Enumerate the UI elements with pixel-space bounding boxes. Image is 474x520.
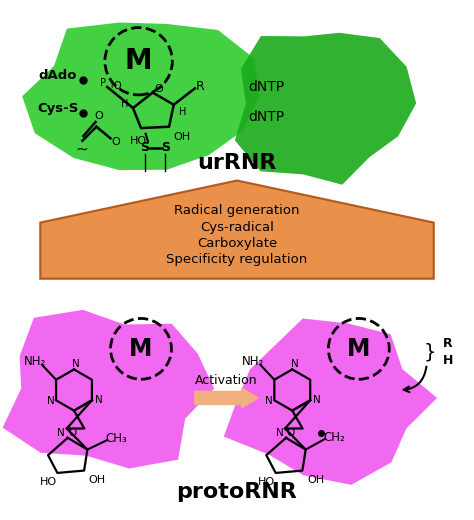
Text: HO: HO (130, 136, 147, 146)
Text: P: P (100, 78, 106, 88)
Text: Cys-radical: Cys-radical (200, 221, 274, 234)
Text: HO: HO (258, 477, 275, 487)
Text: O: O (114, 81, 121, 91)
Polygon shape (224, 318, 437, 485)
Text: N: N (46, 396, 55, 406)
Text: NH₂: NH₂ (242, 355, 264, 368)
Text: S: S (161, 141, 170, 154)
Text: N: N (291, 359, 299, 369)
Text: R: R (443, 337, 453, 350)
Text: S: S (140, 141, 149, 154)
Text: Carboxylate: Carboxylate (197, 237, 277, 250)
Polygon shape (40, 180, 434, 279)
Text: Activation: Activation (195, 374, 258, 387)
Text: CH₂: CH₂ (323, 431, 345, 444)
Text: NH₂: NH₂ (24, 355, 46, 368)
Text: H: H (443, 354, 453, 367)
Text: N: N (265, 396, 273, 406)
Text: ~: ~ (75, 141, 88, 157)
Polygon shape (235, 33, 416, 185)
Text: Radical generation: Radical generation (174, 204, 300, 217)
Polygon shape (22, 22, 259, 170)
Text: M: M (125, 47, 153, 75)
Text: H: H (121, 99, 128, 109)
Text: N: N (57, 428, 65, 438)
Polygon shape (2, 310, 214, 469)
Text: O: O (112, 137, 120, 147)
Text: OH: OH (307, 475, 324, 485)
Text: N: N (313, 395, 321, 405)
Text: dNTP: dNTP (249, 110, 285, 124)
Text: CH₃: CH₃ (106, 432, 128, 445)
Text: O: O (287, 428, 295, 438)
Text: Cys-S: Cys-S (37, 101, 79, 114)
Text: O: O (68, 428, 76, 438)
Text: }: } (424, 342, 436, 361)
Text: H: H (179, 107, 186, 117)
Text: HO: HO (39, 477, 56, 487)
Text: N: N (275, 428, 283, 438)
Text: R: R (196, 80, 205, 93)
Text: M: M (129, 337, 153, 361)
Text: dNTP: dNTP (249, 80, 285, 94)
Text: protoRNR: protoRNR (177, 482, 297, 501)
Text: OH: OH (173, 132, 191, 142)
Text: i: i (110, 81, 112, 90)
Text: Specificity regulation: Specificity regulation (166, 253, 308, 266)
Text: O: O (154, 84, 163, 94)
Text: O: O (94, 111, 103, 121)
Text: N: N (95, 395, 103, 405)
FancyArrow shape (195, 388, 258, 408)
Text: dAdo: dAdo (39, 69, 77, 82)
Text: OH: OH (89, 475, 106, 485)
Text: M: M (347, 337, 371, 361)
Text: urRNR: urRNR (197, 153, 277, 173)
Text: N: N (73, 359, 80, 369)
